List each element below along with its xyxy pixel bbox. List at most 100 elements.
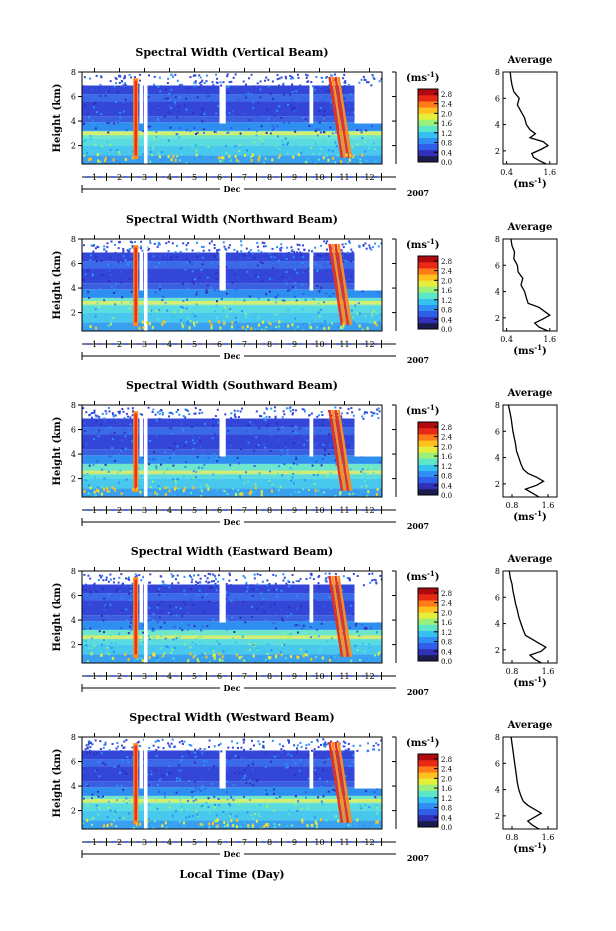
heatmap-cell [160, 777, 163, 780]
heatmap-cell [110, 614, 113, 617]
x-tick-label: 4 [167, 173, 172, 182]
x-tick-label: 11 [339, 838, 349, 847]
heatmap-cell [173, 626, 176, 629]
heatmap-cell [103, 744, 106, 746]
heatmap-cell [281, 827, 284, 829]
heatmap-cell [312, 754, 315, 757]
heatmap-cell [158, 412, 161, 415]
heatmap-cell [127, 407, 130, 410]
data-gap [354, 571, 382, 623]
heatmap-cell [124, 645, 127, 648]
heatmap-cell [193, 74, 196, 77]
heatmap-cell [321, 80, 324, 83]
heatmap [82, 405, 382, 497]
heatmap-cell [149, 313, 152, 316]
heatmap-cell [372, 748, 375, 751]
heatmap-cell [282, 410, 285, 413]
heatmap-cell [221, 160, 224, 163]
heatmap-cell [90, 652, 93, 656]
heatmap-cell [191, 641, 194, 644]
heatmap-cell [90, 473, 93, 476]
colorbar-swatch [418, 107, 438, 114]
heatmap-cell [211, 99, 214, 102]
heatmap-cell [252, 100, 255, 103]
heatmap-cell [140, 240, 143, 243]
heatmap-cell [360, 78, 363, 81]
heatmap-cell [103, 152, 106, 155]
peak-event [334, 575, 350, 658]
colorbar-swatch [418, 630, 438, 637]
heatmap-cell [90, 818, 93, 821]
heatmap-cell [82, 764, 85, 767]
heatmap-cell [349, 626, 352, 629]
heatmap-cell [328, 135, 331, 138]
heatmap-cell [87, 158, 90, 162]
heatmap-cell [164, 321, 167, 324]
heatmap-cell [149, 759, 152, 762]
heatmap-cell [200, 495, 203, 497]
heatmap-cell [373, 578, 376, 581]
colorbar-swatch [418, 600, 438, 607]
heatmap-cell [303, 249, 306, 251]
heatmap-cell [305, 327, 307, 329]
heatmap-cell [201, 490, 204, 493]
x-tick-label: 5 [192, 173, 197, 182]
heatmap-cell [294, 295, 296, 298]
heatmap-cell [131, 440, 134, 443]
colorbar-tick-label: 2.4 [441, 600, 453, 608]
heatmap-cell [349, 765, 352, 768]
heatmap-cell [216, 300, 218, 303]
heatmap-cell [252, 588, 255, 591]
heatmap-cell [286, 246, 288, 249]
heatmap-cell [302, 255, 305, 258]
heatmap-cell [248, 118, 251, 121]
heatmap-cell [253, 577, 256, 580]
heatmap-cell [160, 820, 163, 823]
heatmap-cell [246, 811, 249, 814]
y-tick-label: 2 [71, 807, 76, 816]
heatmap-cell [114, 793, 117, 795]
heatmap-cell [271, 124, 274, 127]
heatmap-cell [296, 744, 299, 747]
heatmap-cell [375, 820, 378, 824]
heatmap-cell [242, 575, 245, 577]
heatmap-cell [97, 790, 99, 793]
heatmap-cell [192, 282, 195, 285]
heatmap-cell [270, 255, 273, 258]
heatmap-cell [106, 646, 109, 649]
heatmap-cell [342, 740, 345, 743]
heatmap-cell [252, 106, 255, 109]
profile-x-label: (ms-1) [513, 509, 546, 523]
heatmap-cell [92, 250, 95, 253]
heatmap-cell [199, 140, 202, 143]
colorbar-tick-label: 2.4 [441, 101, 453, 109]
heatmap-cell [299, 85, 301, 87]
heatmap-cell [295, 299, 298, 302]
heatmap-cell [314, 142, 317, 145]
heatmap-cell [169, 126, 172, 129]
heatmap-cell [107, 118, 110, 121]
profile-y-tick-label: 4 [495, 620, 500, 629]
heatmap-cell [296, 631, 299, 634]
heatmap-cell [376, 408, 379, 411]
heatmap-cell [155, 467, 158, 470]
heatmap-cell [364, 480, 367, 483]
heatmap-cell [191, 312, 194, 315]
heatmap-cell [106, 153, 108, 156]
heatmap-cell [285, 766, 288, 769]
heatmap-cell [106, 489, 109, 493]
colorbar-swatch [418, 482, 438, 490]
heatmap-cell [282, 124, 285, 127]
heatmap-cell [219, 160, 221, 163]
colorbar-swatch [418, 322, 438, 330]
heatmap-cell [375, 816, 378, 819]
heatmap-cell [117, 117, 120, 120]
heatmap-cell [170, 258, 173, 261]
heatmap-cell [248, 77, 250, 80]
heatmap-cell [316, 305, 319, 308]
heatmap-cell [366, 411, 368, 414]
heatmap-band [82, 145, 382, 156]
heatmap-cell [82, 457, 85, 460]
heatmap-cell [290, 425, 293, 428]
heatmap-cell [371, 74, 374, 77]
